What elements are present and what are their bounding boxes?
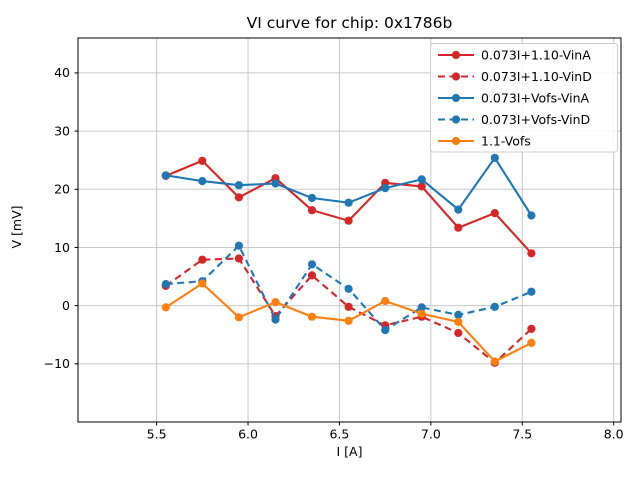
data-point-marker	[198, 177, 207, 186]
data-point-marker	[344, 316, 353, 325]
series-1.1-Vofs	[161, 279, 536, 366]
series-line	[165, 156, 533, 217]
data-point-marker	[344, 284, 353, 293]
legend-label: 0.073I+1.10-VinD	[481, 69, 592, 84]
data-point-marker	[381, 184, 390, 193]
data-point-marker	[454, 328, 463, 338]
legend-item: 1.1-Vofs	[438, 133, 531, 148]
data-point-marker	[271, 179, 280, 188]
data-point-marker	[381, 326, 390, 335]
legend-label: 0.073I+1.10-VinA	[481, 47, 591, 62]
legend-marker	[451, 115, 461, 124]
y-tick-label: 30	[54, 123, 70, 138]
data-point-marker	[307, 193, 317, 203]
data-point-marker	[161, 171, 170, 180]
data-point-marker	[527, 338, 536, 347]
data-point-marker	[490, 357, 499, 366]
y-tick-label: 40	[54, 65, 70, 80]
y-tick-label: 20	[54, 182, 70, 197]
x-tick-label: 5.5	[147, 427, 167, 442]
data-point-marker	[490, 302, 499, 311]
y-tick-label: 10	[54, 240, 70, 255]
legend-label: 0.073I+Vofs-VinA	[481, 90, 590, 105]
axis-ticks: 5.5 6.0 6.5 7.0 7.5 8.0 −10 0 10 20 30 40	[44, 65, 624, 441]
data-point-marker	[527, 211, 536, 220]
x-tick-label: 6.0	[238, 427, 258, 442]
data-point-marker	[454, 205, 463, 214]
data-point-marker	[198, 279, 207, 288]
data-point-marker	[417, 303, 426, 312]
data-point-marker	[417, 182, 426, 191]
chart-layers: 5.5 6.0 6.5 7.0 7.5 8.0 −10 0 10 20 30 40 0.073I+1.1…	[44, 37, 624, 442]
data-point-marker	[381, 296, 390, 306]
data-point-marker	[490, 209, 499, 218]
data-point-marker	[454, 223, 463, 232]
data-point-marker	[307, 206, 317, 215]
legend-box	[430, 43, 618, 153]
legend: 0.073I+1.10-VinA 0.073I+1.10-VinD 0.073I+V…	[430, 43, 618, 153]
legend-item: 0.073I+1.10-VinD	[438, 69, 592, 84]
chart-title: VI curve for chip: 0x1786b	[247, 14, 453, 32]
data-point-marker	[198, 255, 207, 264]
data-point-marker	[307, 312, 317, 321]
data-point-marker	[454, 317, 463, 326]
legend-item: 0.073I+Vofs-VinA	[438, 90, 590, 105]
data-point-marker	[271, 315, 280, 324]
data-point-marker	[344, 216, 353, 225]
data-point-marker	[527, 324, 536, 333]
series-0.073I+1.10-VinA	[161, 156, 536, 258]
legend-marker	[451, 93, 461, 103]
y-tick-label: −10	[44, 356, 70, 371]
x-tick-label: 8.0	[604, 427, 624, 442]
x-tick-label: 7.5	[512, 427, 532, 442]
data-point-marker	[344, 302, 353, 311]
data-point-marker	[234, 254, 243, 263]
data-point-marker	[161, 303, 170, 312]
data-point-marker	[198, 156, 207, 165]
series-0.073I+Vofs-VinA	[161, 153, 536, 220]
legend-marker	[451, 50, 461, 60]
data-point-marker	[234, 241, 243, 250]
series-line	[165, 159, 533, 255]
legend-label: 0.073I+Vofs-VinD	[481, 112, 590, 127]
data-point-marker	[417, 175, 426, 184]
data-point-marker	[234, 313, 243, 322]
data-point-marker	[527, 249, 536, 258]
data-point-marker	[454, 310, 463, 319]
data-point-marker	[161, 280, 170, 289]
data-point-marker	[417, 309, 426, 318]
data-point-marker	[527, 287, 536, 296]
data-point-marker	[234, 181, 243, 190]
data-point-marker	[271, 298, 280, 307]
axes-spines	[77, 37, 622, 423]
legend-marker	[451, 136, 461, 146]
x-tick-label: 7.0	[421, 427, 441, 442]
data-point-marker	[307, 260, 317, 269]
data-point-marker	[490, 153, 499, 162]
data-point-marker	[307, 271, 317, 280]
x-tick-label: 6.5	[329, 427, 349, 442]
x-axis-label: I [A]	[337, 444, 363, 459]
legend-item: 0.073I+Vofs-VinD	[438, 112, 590, 127]
data-point-marker	[344, 198, 353, 207]
legend-marker	[451, 72, 461, 81]
data-point-marker	[234, 193, 243, 202]
legend-item: 0.073I+1.10-VinA	[438, 47, 591, 62]
y-axis-label: V [mV]	[9, 205, 24, 248]
legend-label: 1.1-Vofs	[481, 133, 531, 148]
y-tick-label: 0	[62, 298, 70, 313]
